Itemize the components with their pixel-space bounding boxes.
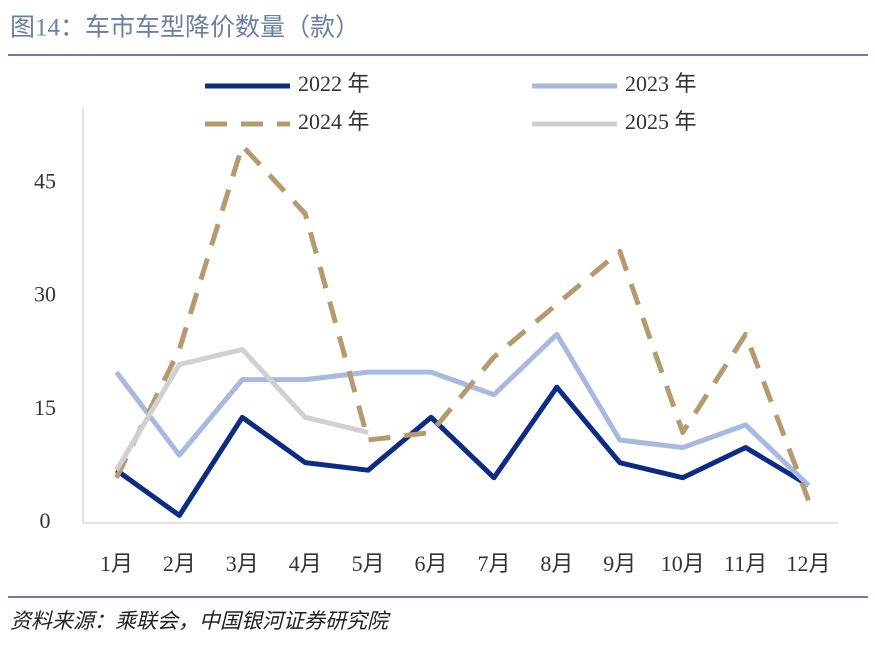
series-line xyxy=(114,331,811,488)
x-tick-label: 9月 xyxy=(603,551,636,576)
x-tick-label: 1月 xyxy=(100,551,133,576)
series-line xyxy=(114,143,811,502)
series-line xyxy=(114,384,810,518)
y-tick-label: 45 xyxy=(34,169,56,194)
x-tick-label: 5月 xyxy=(352,551,385,576)
x-tick-label: 4月 xyxy=(289,551,322,576)
x-tick-label: 2月 xyxy=(163,551,196,576)
legend-label: 2025 年 xyxy=(625,109,697,134)
chart-title: 图14：车市车型降价数量（款） xyxy=(10,14,360,42)
x-tick-label: 3月 xyxy=(226,551,259,576)
x-tick-label: 12月 xyxy=(787,551,831,576)
x-tick-label: 7月 xyxy=(477,551,510,576)
x-tick-label: 10月 xyxy=(661,551,705,576)
legend-label: 2023 年 xyxy=(625,71,697,96)
legend-label: 2024 年 xyxy=(298,109,370,134)
source: 资料来源：乘联会，中国银河证券研究院 xyxy=(10,609,391,633)
x-tick-label: 8月 xyxy=(540,551,573,576)
y-tick-label: 30 xyxy=(34,282,56,307)
y-tick-label: 15 xyxy=(34,395,56,420)
y-tick-label: 0 xyxy=(40,508,51,533)
x-tick-label: 11月 xyxy=(724,551,767,576)
series-line xyxy=(114,346,369,472)
legend-label: 2022 年 xyxy=(298,71,370,96)
x-tick-label: 6月 xyxy=(415,551,448,576)
